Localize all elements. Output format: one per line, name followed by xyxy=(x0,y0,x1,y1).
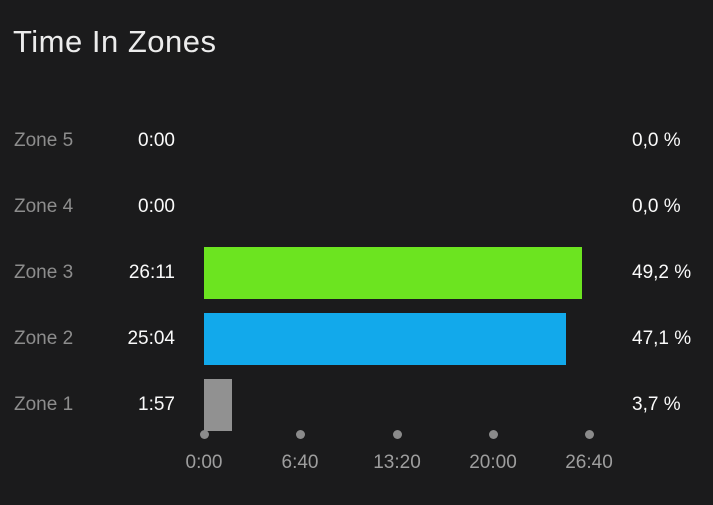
zone-time-value: 25:04 xyxy=(127,328,175,349)
chart-title: Time In Zones xyxy=(13,24,217,59)
axis-tick-label: 26:40 xyxy=(565,452,613,473)
zone-percent-value: 3,7 % xyxy=(632,394,681,415)
axis-tick: 6:40 xyxy=(260,430,340,474)
zone-percent-value: 0,0 % xyxy=(632,196,681,217)
zone-percent-value: 47,1 % xyxy=(632,328,692,349)
axis-tick: 13:20 xyxy=(357,430,437,474)
axis-tick: 20:00 xyxy=(453,430,533,474)
axis-tick: 0:00 xyxy=(164,430,244,474)
x-axis: 0:00 6:40 13:20 20:00 26:40 xyxy=(0,430,713,490)
zone-row-4: Zone 4 0:00 0,0 % xyxy=(0,174,713,240)
zone-bar-track xyxy=(204,379,589,431)
zone-time-value: 0:00 xyxy=(138,196,175,217)
zones-chart: Zone 5 0:00 0,0 % Zone 4 0:00 0,0 % Zone… xyxy=(0,108,713,438)
axis-tick-dot xyxy=(392,430,402,439)
axis-tick-dot xyxy=(584,430,594,439)
zone-row-2: Zone 2 25:04 47,1 % xyxy=(0,306,713,372)
zone-time-value: 1:57 xyxy=(138,394,175,415)
zone-row-1: Zone 1 1:57 3,7 % xyxy=(0,372,713,438)
axis-tick-label: 13:20 xyxy=(373,452,421,473)
axis-tick-label: 0:00 xyxy=(185,452,223,473)
zone-bar-track xyxy=(204,313,589,365)
zone-bar-track xyxy=(204,115,589,167)
zone-label: Zone 3 xyxy=(14,262,74,283)
zone-bar-track xyxy=(204,181,589,233)
zone-label: Zone 1 xyxy=(14,394,74,415)
axis-tick-dot xyxy=(295,430,305,439)
zone-bar-track xyxy=(204,247,589,299)
zone-time-value: 0:00 xyxy=(138,130,175,151)
zone-row-5: Zone 5 0:00 0,0 % xyxy=(0,108,713,174)
axis-tick-label: 20:00 xyxy=(469,452,517,473)
axis-tick-dot xyxy=(488,430,498,439)
zone-bar xyxy=(204,313,566,365)
axis-tick: 26:40 xyxy=(549,430,629,474)
zone-bar xyxy=(204,379,233,431)
zone-label: Zone 5 xyxy=(14,130,74,151)
axis-tick-label: 6:40 xyxy=(281,452,319,473)
zone-bar xyxy=(204,247,583,299)
zone-time-value: 26:11 xyxy=(128,262,175,283)
zone-row-3: Zone 3 26:11 49,2 % xyxy=(0,240,713,306)
zone-percent-value: 0,0 % xyxy=(632,130,681,151)
zone-label: Zone 4 xyxy=(14,196,74,217)
zone-label: Zone 2 xyxy=(14,328,74,349)
zone-percent-value: 49,2 % xyxy=(632,262,692,283)
axis-tick-dot xyxy=(199,430,209,439)
